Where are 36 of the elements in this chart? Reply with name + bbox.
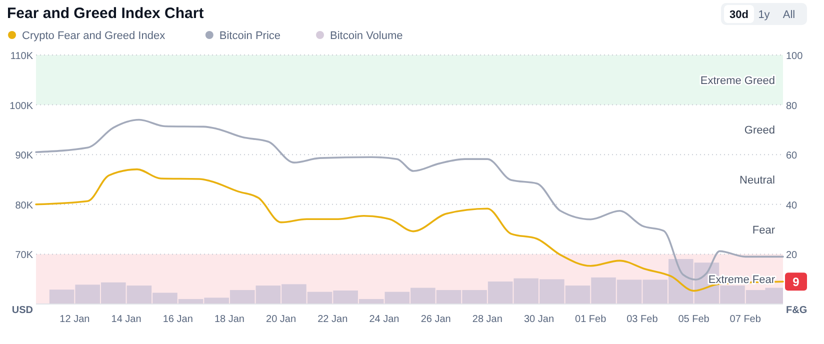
- x-tick-label: 01 Feb: [575, 314, 607, 325]
- x-tick-label: 12 Jan: [60, 314, 90, 325]
- chart-title: Fear and Greed Index Chart: [7, 5, 204, 22]
- data-label: 9: [792, 275, 800, 290]
- x-tick-label: 03 Feb: [626, 314, 658, 325]
- annotation: Greed: [744, 124, 775, 137]
- y-tick-label: 70K: [15, 250, 34, 262]
- x-tick-label: 22 Jan: [318, 314, 348, 325]
- time-range-toggle: 30d 1y All: [721, 3, 807, 25]
- x-tick-label: 24 Jan: [369, 314, 400, 325]
- legend-label: Bitcoin Volume: [330, 30, 403, 42]
- y-tick-label: 90K: [15, 150, 34, 162]
- legend-label: Crypto Fear and Greed Index: [22, 30, 166, 42]
- y2-tick-label: 60: [786, 150, 798, 162]
- y2-tick-label: 20: [786, 250, 798, 262]
- x-tick-label: 26 Jan: [420, 314, 451, 325]
- x-tick-label: 18 Jan: [214, 314, 244, 325]
- y-tick-label: 80K: [15, 200, 34, 212]
- y2-tick-label: 40: [786, 200, 798, 212]
- x-tick-label: 30 Jan: [524, 314, 554, 325]
- x-tick-label: 20 Jan: [266, 314, 296, 325]
- legend-label: Bitcoin Price: [219, 30, 281, 42]
- x-tick-label: 28 Jan: [472, 314, 502, 325]
- y-tick-label: 100K: [10, 100, 34, 112]
- x-tick-label: 14 Jan: [111, 314, 142, 325]
- annotation: Neutral: [740, 174, 775, 186]
- y2-tick-label: 100: [786, 51, 804, 62]
- band-label: Extreme Greed: [700, 74, 775, 87]
- y-axis-title: USD: [12, 305, 33, 316]
- y2-axis-title: F&G: [786, 305, 808, 316]
- x-tick-label: 16 Jan: [162, 314, 193, 325]
- y2-tick-label: 80: [786, 100, 798, 112]
- x-tick-label: 07 Feb: [730, 314, 762, 325]
- x-tick-label: 05 Feb: [678, 314, 710, 325]
- y-tick-label: 110K: [10, 51, 34, 62]
- annotation: Fear: [752, 224, 776, 236]
